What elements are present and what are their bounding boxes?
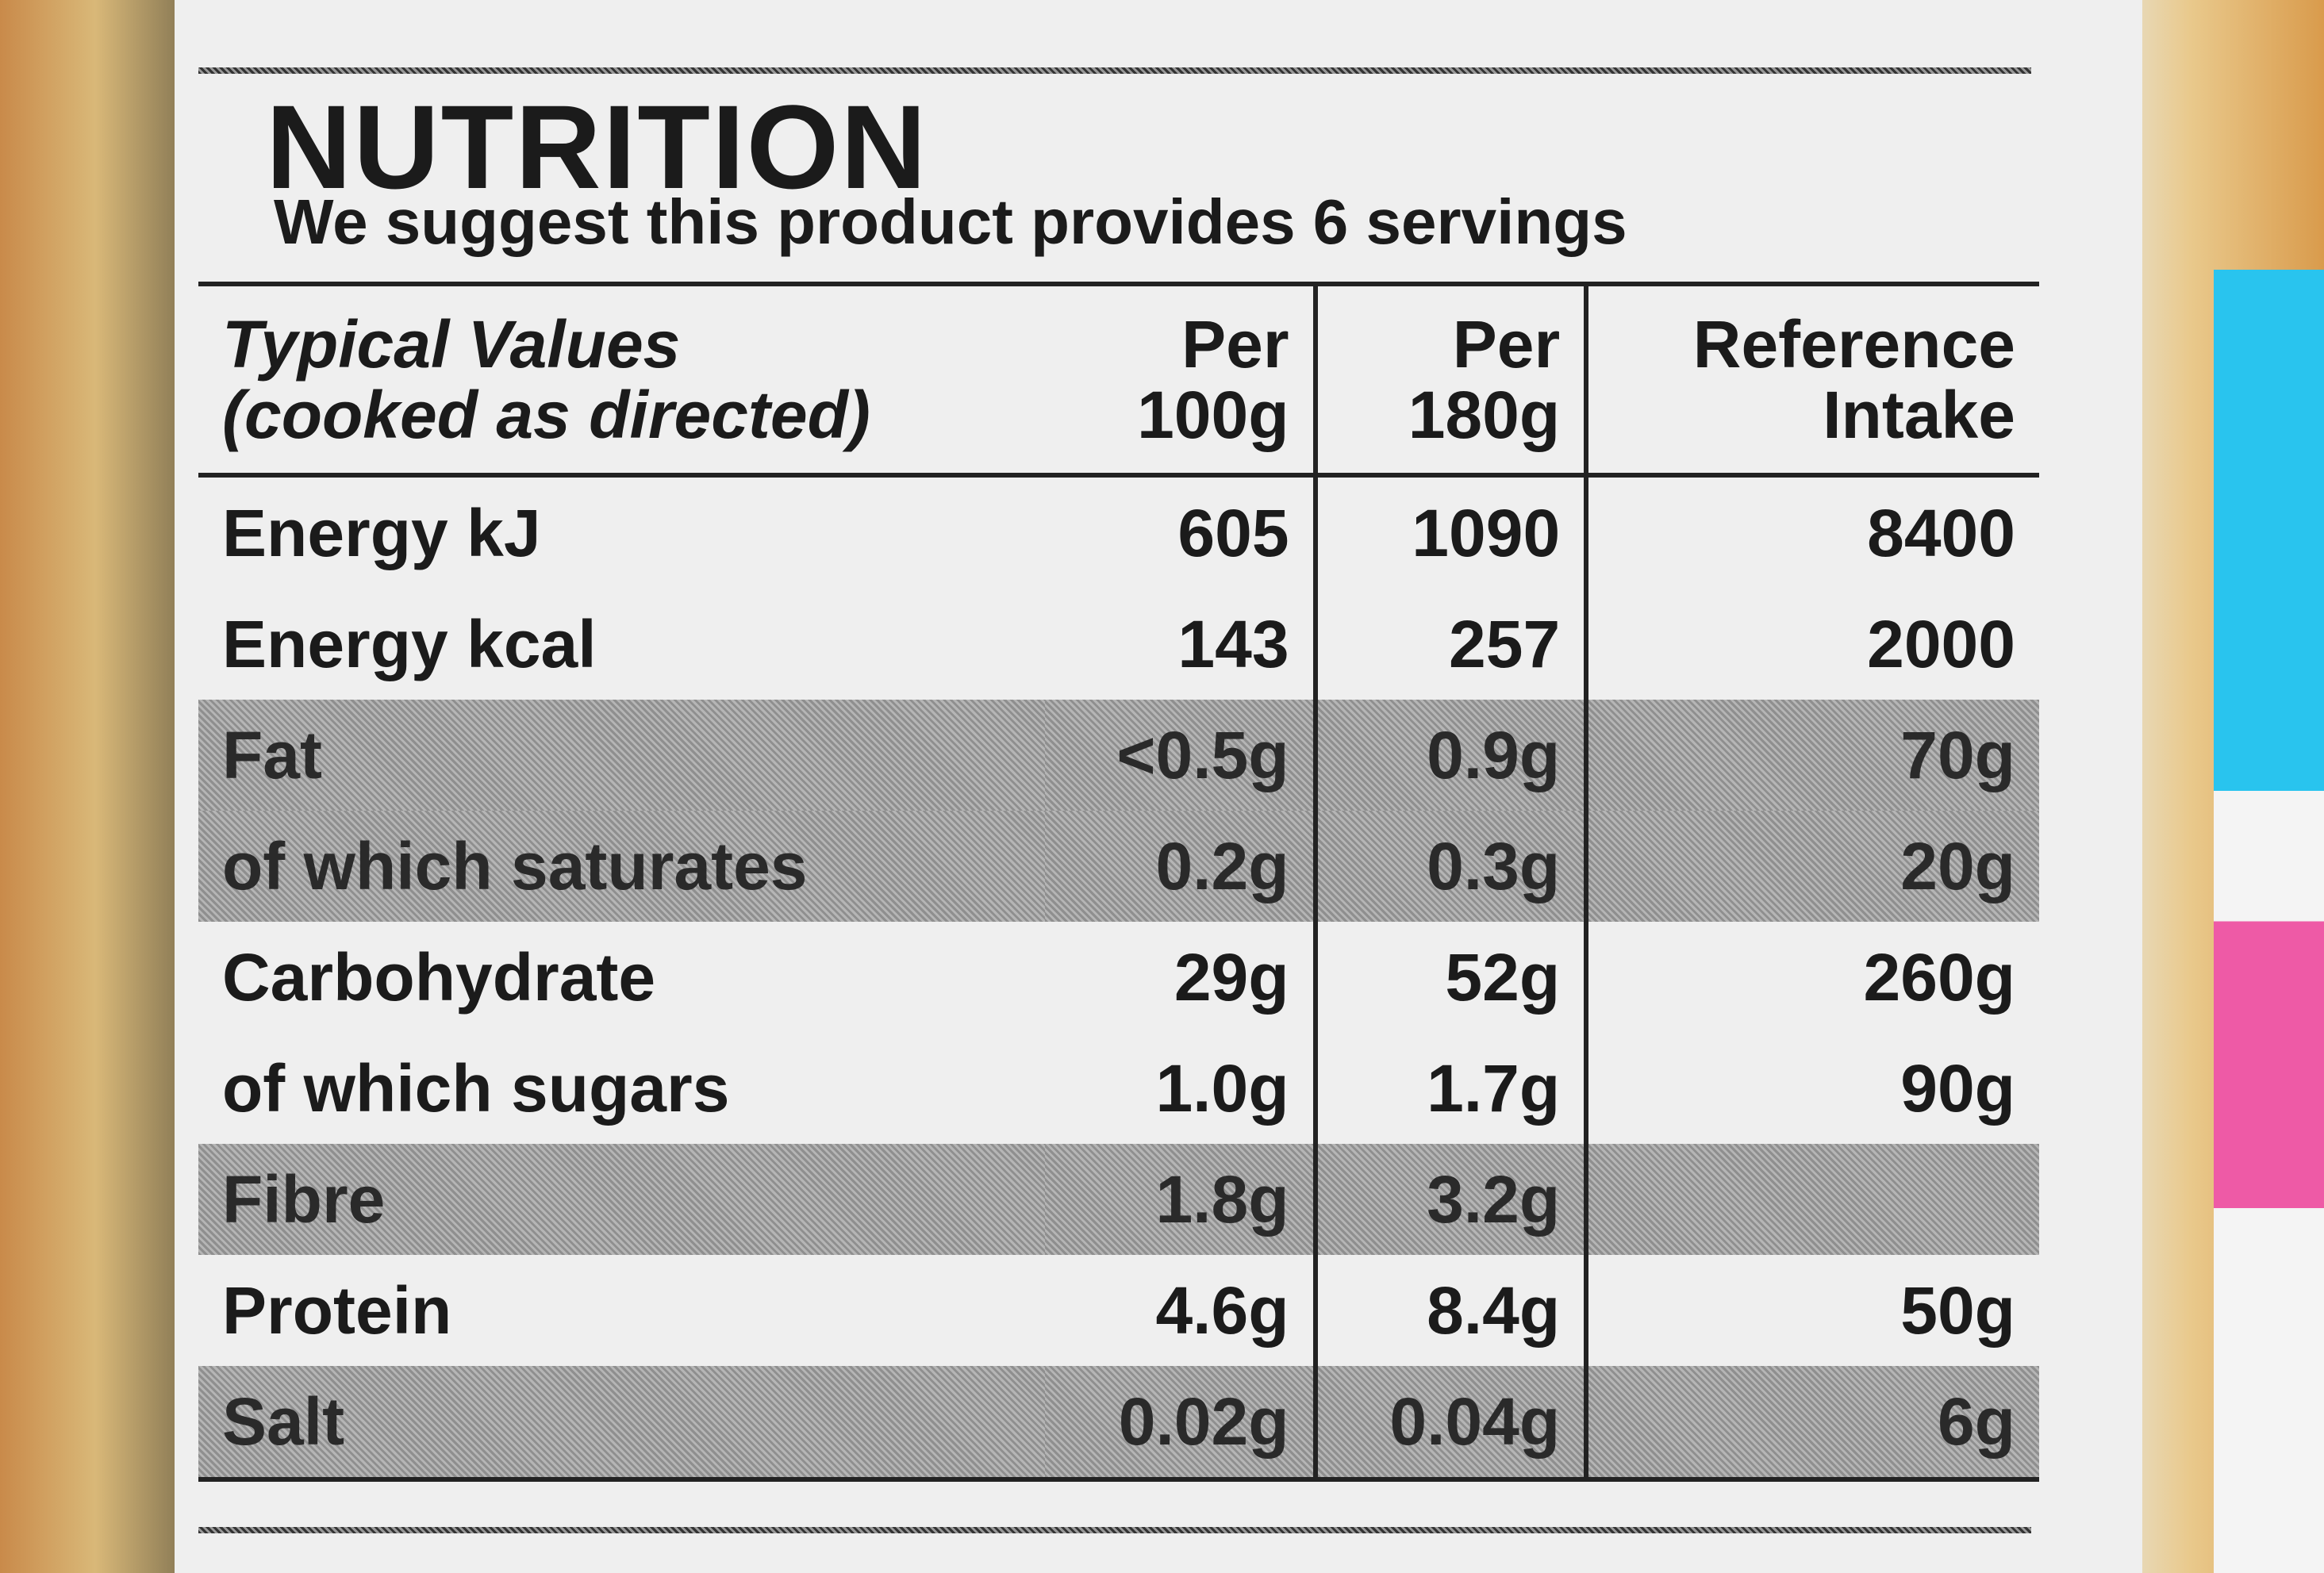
nutrient-row: Fibre 1.8g 3.2g [198,1144,2039,1255]
value-cell: 0.02g [1044,1366,1318,1482]
header-line: 180g [1408,377,1561,452]
table-body: Energy kJ 605 1090 8400 Energy kcal 143 257 200… [198,475,2039,1482]
value-cell: 1.7g [1315,1033,1589,1144]
nutrient-row: of which saturates 0.2g 0.3g 20g [198,811,2039,922]
value-cell: 0.3g [1315,811,1589,922]
nutrient-row: Protein 4.6g 8.4g 50g [198,1255,2039,1366]
nutrient-label: Protein [222,1272,452,1348]
nutrient-row: Carbohydrate 29g 52g 260g [198,922,2039,1033]
header-line: Per [1181,307,1289,382]
value-cell: 50g [1900,1272,2015,1348]
value-cell: 52g [1315,922,1589,1033]
value-cell: 1.0g [1044,1033,1318,1144]
nutrient-label: Salt [198,1366,1045,1482]
value-cell: 143 [1044,589,1318,700]
value-cell: 8.4g [1315,1255,1589,1366]
value-cell: 0.9g [1315,700,1589,811]
value-cell: 8400 [1867,495,2015,570]
nutrition-table: Typical Values (cooked as directed) Per 100… [198,282,2039,1482]
nutrient-label: Energy kcal [222,606,597,681]
nutrient-label: of which sugars [222,1050,730,1126]
header-line: Per [1452,307,1561,382]
title: NUTRITION [266,80,928,213]
value-cell: 0.04g [1315,1366,1589,1482]
nutrient-label: Fat [198,700,1045,811]
nutrient-row: Fat <0.5g 0.9g 70g [198,700,2039,811]
header-line: 100g [1137,377,1289,452]
header-row: Typical Values (cooked as directed) Per 100… [198,282,2039,478]
value-cell: 20g [1586,811,2039,922]
value-cell: 0.2g [1044,811,1318,922]
value-cell [1586,1144,2039,1255]
subtitle: We suggest this product provides 6 servi… [274,186,1627,257]
column-header: Typical Values (cooked as directed) [198,282,1045,478]
value-cell: 4.6g [1044,1255,1318,1366]
value-cell: 257 [1315,589,1589,700]
value-cell: <0.5g [1044,700,1318,811]
nutrient-label: Energy kJ [222,495,541,570]
column-header: Per 180g [1315,282,1589,478]
value-cell: 90g [1900,1050,2015,1126]
value-cell: 6g [1586,1366,2039,1482]
header-line: (cooked as directed) [222,377,870,452]
header-line: Typical Values [222,307,681,382]
side-packaging [2214,270,2324,1573]
value-cell: 3.2g [1315,1144,1589,1255]
value-cell: 29g [1044,922,1318,1033]
column-header: Per 100g [1044,282,1318,478]
value-cell: 605 [1044,475,1318,589]
nutrient-row: Energy kJ 605 1090 8400 [198,475,2039,589]
nutrient-row: Salt 0.02g 0.04g 6g [198,1366,2039,1482]
header-line: Intake [1823,377,2015,452]
value-cell: 1090 [1315,475,1589,589]
nutrient-label: Fibre [198,1144,1045,1255]
value-cell: 1.8g [1044,1144,1318,1255]
value-cell: 2000 [1867,606,2015,681]
nutrient-row: of which sugars 1.0g 1.7g 90g [198,1033,2039,1144]
value-cell: 260g [1863,939,2015,1015]
nutrient-row: Energy kcal 143 257 2000 [198,589,2039,700]
value-cell: 70g [1586,700,2039,811]
nutrient-label: of which saturates [198,811,1045,922]
header-line: Reference [1692,307,2015,382]
divider [198,1527,2031,1533]
column-header: Reference Intake [1586,282,2039,478]
nutrient-label: Carbohydrate [222,939,656,1015]
divider [198,67,2031,74]
